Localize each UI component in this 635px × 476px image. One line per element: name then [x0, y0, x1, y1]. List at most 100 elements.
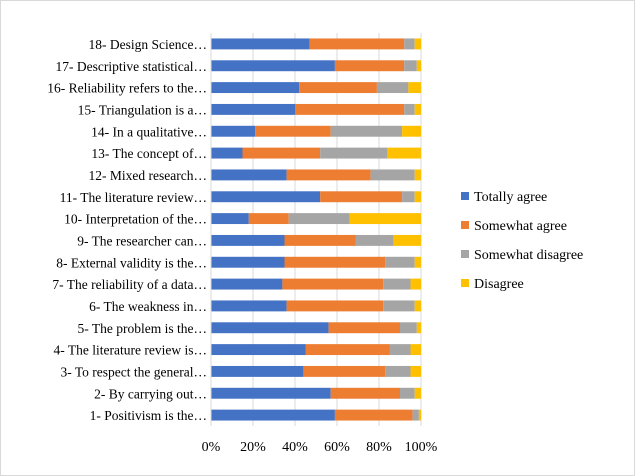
- bar-segment: [410, 278, 421, 290]
- category-label: 1- Positivism is the…: [90, 408, 207, 423]
- bar-segment: [414, 191, 421, 203]
- category-label: 9- The researcher can…: [77, 233, 207, 248]
- bar-segment: [211, 191, 321, 203]
- bar-segment: [211, 365, 304, 377]
- bar-segment: [211, 125, 256, 137]
- bar-segment: [387, 147, 421, 159]
- bar-segment: [404, 38, 415, 50]
- bar-segment: [414, 256, 421, 268]
- bar-segment: [211, 409, 335, 421]
- category-label: 2- By carrying out…: [94, 386, 207, 401]
- legend-swatch: [461, 192, 469, 200]
- legend-label: Disagree: [474, 277, 524, 292]
- bar-segment: [408, 82, 421, 94]
- bar-segment: [211, 169, 287, 181]
- bar-segment: [299, 82, 377, 94]
- bar-segment: [284, 256, 386, 268]
- category-label: 8- External validity is the…: [56, 255, 207, 270]
- bar-segment: [211, 387, 331, 399]
- bar-segment: [248, 213, 289, 225]
- bar-segment: [309, 38, 405, 50]
- bar-segment: [328, 322, 400, 334]
- legend-swatch: [461, 279, 469, 287]
- bar-segment: [414, 387, 421, 399]
- bar-segment: [389, 344, 411, 356]
- bar-segment: [402, 191, 415, 203]
- category-label: 17- Descriptive statistical…: [56, 59, 207, 74]
- bar-segment: [211, 344, 306, 356]
- category-label: 3- To respect the general…: [61, 364, 208, 379]
- bar-segment: [414, 169, 421, 181]
- bar-segment: [383, 300, 415, 312]
- bar-segment: [242, 147, 321, 159]
- bar-segment: [288, 213, 350, 225]
- legend: Totally agree Somewhat agree Somewhat disa…: [461, 190, 583, 292]
- bar-segment: [282, 278, 384, 290]
- category-label: 14- In a qualitative…: [91, 124, 207, 139]
- bar-segment: [385, 256, 415, 268]
- bar-segment: [414, 103, 421, 115]
- bar-segment: [211, 300, 287, 312]
- x-tick-label: 100%: [405, 440, 438, 455]
- legend-swatch: [461, 221, 469, 229]
- category-label: 12- Mixed research…: [89, 168, 207, 183]
- bar-segment: [286, 300, 384, 312]
- bar-segment: [211, 278, 283, 290]
- category-label: 5- The problem is the…: [78, 321, 207, 336]
- bar-segment: [303, 365, 386, 377]
- bar-segment: [286, 169, 371, 181]
- category-label: 18- Design Science…: [89, 37, 207, 52]
- legend-label: Somewhat agree: [474, 219, 567, 234]
- bar-segment: [349, 213, 421, 225]
- x-tick-label: 80%: [366, 440, 392, 455]
- bar-segment: [330, 387, 400, 399]
- category-label: 4- The literature review is…: [54, 343, 207, 358]
- bar-segment: [320, 147, 388, 159]
- bar-segment: [211, 213, 249, 225]
- bar-segment: [211, 147, 243, 159]
- bar-segment: [211, 256, 285, 268]
- bar-segment: [412, 409, 419, 421]
- bar-segment: [414, 300, 421, 312]
- bar-segment: [402, 125, 421, 137]
- bar-segment: [410, 365, 421, 377]
- bars: [211, 38, 421, 421]
- bar-segment: [211, 103, 295, 115]
- category-label: 7- The reliability of a data…: [52, 277, 207, 292]
- bar-segment: [255, 125, 331, 137]
- bar-segment: [320, 191, 403, 203]
- category-label: 15- Triangulation is a…: [78, 102, 207, 117]
- legend-label: Totally agree: [474, 190, 547, 205]
- x-tick-label: 40%: [282, 440, 308, 455]
- bar-segment: [410, 344, 421, 356]
- bar-segment: [385, 365, 411, 377]
- category-labels: 1- Positivism is the… 2- By carrying out……: [47, 37, 207, 423]
- bar-segment: [383, 278, 411, 290]
- bar-segment: [211, 322, 329, 334]
- legend-label: Somewhat disagree: [474, 248, 583, 263]
- bar-segment: [211, 60, 335, 72]
- bar-segment: [355, 234, 394, 246]
- bar-segment: [414, 38, 421, 50]
- category-label: 11- The literature review…: [60, 190, 207, 205]
- x-tick-label: 20%: [240, 440, 266, 455]
- bar-segment: [404, 103, 415, 115]
- legend-swatch: [461, 250, 469, 258]
- category-label: 6- The weakness in…: [89, 299, 207, 314]
- bar-segment: [393, 234, 421, 246]
- category-label: 10- Interpretation of the…: [64, 212, 207, 227]
- bar-segment: [418, 409, 421, 421]
- category-label: 13- The concept of…: [91, 146, 207, 161]
- bar-segment: [211, 234, 285, 246]
- x-tick-label: 60%: [324, 440, 350, 455]
- bar-segment: [404, 60, 417, 72]
- bar-segment: [284, 234, 356, 246]
- bar-segment: [400, 387, 415, 399]
- x-tick-label: 0%: [202, 440, 221, 455]
- bar-segment: [370, 169, 415, 181]
- bar-segment: [211, 82, 300, 94]
- category-label: 16- Reliability refers to the…: [47, 81, 207, 96]
- bar-segment: [416, 60, 421, 72]
- bar-segment: [295, 103, 405, 115]
